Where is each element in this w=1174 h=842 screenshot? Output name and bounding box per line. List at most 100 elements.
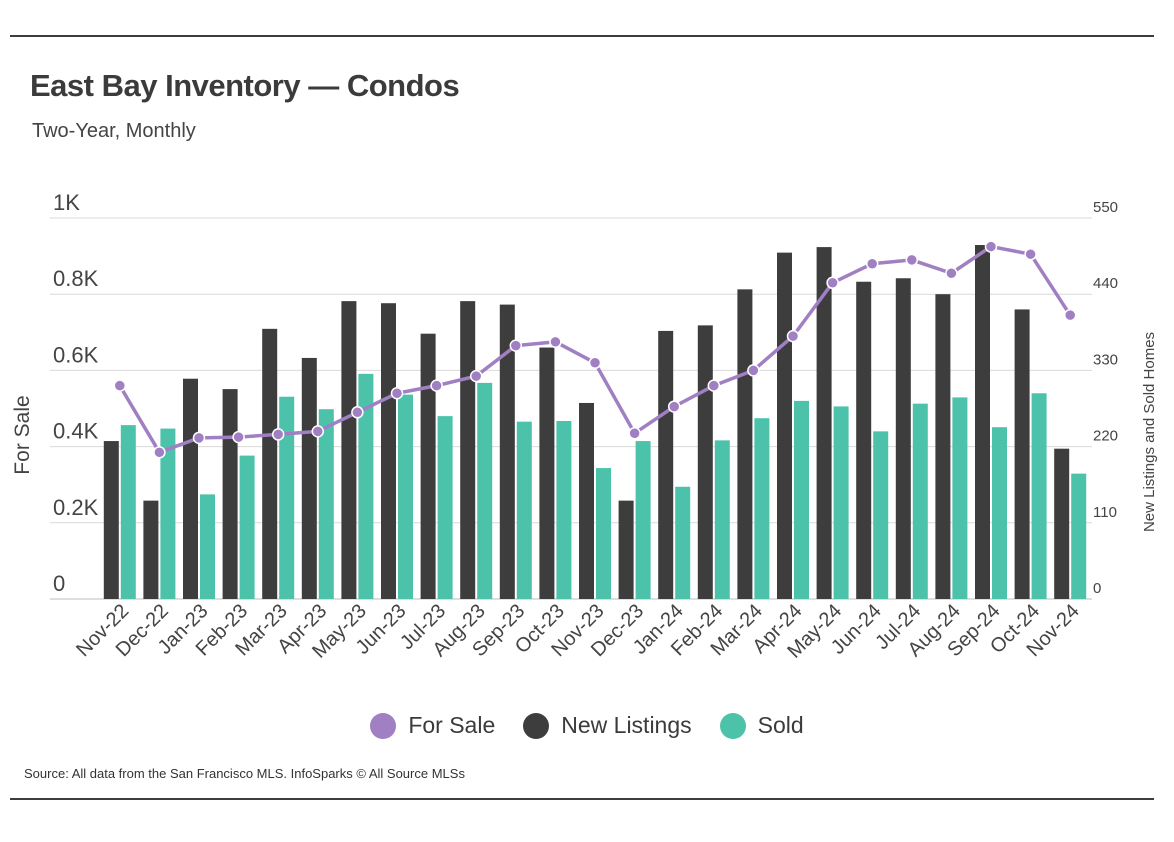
legend-swatch-sold <box>719 712 746 739</box>
bar-sold <box>675 486 691 599</box>
bar-new-listings <box>301 357 317 599</box>
bar-new-listings <box>1014 309 1030 599</box>
bar-sold <box>200 494 215 599</box>
right-tick-label: 110 <box>1093 504 1117 521</box>
for-sale-point <box>628 427 641 440</box>
for-sale-point <box>469 369 483 383</box>
legend-label-for-sale: For Sale <box>408 712 496 738</box>
bar-sold <box>437 416 453 599</box>
bar-sold <box>596 468 611 599</box>
bar-sold <box>1071 473 1087 599</box>
for-sale-point <box>232 430 245 444</box>
bar-new-listings <box>856 281 872 599</box>
legend-item-new-listings[interactable]: New Listings <box>523 712 692 739</box>
legend-label-sold: Sold <box>757 712 804 738</box>
for-sale-point <box>786 329 800 343</box>
bar-sold <box>398 394 413 599</box>
bar-sold <box>1031 393 1047 599</box>
bar-new-listings <box>103 441 119 599</box>
bar-sold <box>120 425 136 599</box>
left-tick-label: 0.2K <box>53 495 99 520</box>
bar-sold <box>912 403 928 599</box>
bar-new-listings <box>143 500 159 599</box>
bar-sold <box>318 409 334 599</box>
for-sale-point <box>747 364 760 377</box>
bar-new-listings <box>499 304 515 599</box>
legend-swatch-for-sale <box>370 712 397 739</box>
left-tick-label: 0.4K <box>53 419 99 444</box>
for-sale-point <box>905 253 919 267</box>
for-sale-point <box>311 425 325 438</box>
for-sale-point <box>707 379 721 392</box>
bar-sold <box>714 440 730 599</box>
chart-title: East Bay Inventory — Condos <box>30 68 460 103</box>
bar-sold <box>358 373 374 599</box>
for-sale-point <box>113 379 127 392</box>
bar-new-listings <box>420 333 436 599</box>
for-sale-point <box>865 257 879 270</box>
right-tick-label: 220 <box>1093 428 1118 445</box>
left-tick-label: 0.6K <box>53 342 99 367</box>
for-sale-point <box>509 339 523 352</box>
legend-swatch-new-listings <box>523 712 550 739</box>
for-sale-point <box>667 400 681 413</box>
bar-new-listings <box>816 247 832 599</box>
for-sale-point <box>945 266 958 280</box>
bar-new-listings <box>935 294 951 599</box>
for-sale-point <box>588 356 602 370</box>
for-sale-point <box>390 387 404 400</box>
bar-new-listings <box>381 303 396 599</box>
for-sale-point <box>1063 308 1077 322</box>
right-tick-label: 330 <box>1093 351 1118 368</box>
bar-new-listings <box>1054 448 1070 599</box>
bar-sold <box>992 427 1007 599</box>
legend-item-for-sale[interactable]: For Sale <box>370 712 495 739</box>
for-sale-point <box>430 379 443 392</box>
bar-new-listings <box>539 347 555 599</box>
for-sale-point <box>271 428 285 441</box>
bar-new-listings <box>579 402 594 599</box>
bar-sold <box>556 420 572 599</box>
bar-new-listings <box>895 278 911 599</box>
bar-sold <box>952 397 968 599</box>
bar-sold <box>635 441 651 599</box>
right-axis-title: New Listings and Sold Homes <box>1141 332 1158 532</box>
for-sale-point <box>826 276 839 290</box>
bar-new-listings <box>737 289 753 599</box>
left-tick-label: 0.8K <box>53 266 99 291</box>
bar-sold <box>794 400 809 599</box>
for-sale-point <box>351 406 364 419</box>
for-sale-point <box>984 240 998 253</box>
bar-new-listings <box>262 328 278 599</box>
bar-sold <box>477 382 493 599</box>
bar-new-listings <box>460 301 476 599</box>
top-rule <box>10 35 1154 37</box>
right-tick-label: 440 <box>1093 275 1118 292</box>
bar-sold <box>754 418 770 599</box>
bar-new-listings <box>975 245 990 599</box>
right-tick-label: 0 <box>1093 580 1101 597</box>
for-sale-point <box>1024 247 1037 261</box>
bar-new-listings <box>777 252 792 600</box>
for-sale-point <box>153 446 166 459</box>
bar-new-listings <box>222 389 238 599</box>
bar-new-listings <box>618 500 634 599</box>
bar-sold <box>239 455 255 599</box>
chart-legend: For Sale New Listings Sold <box>0 712 1174 739</box>
legend-item-sold[interactable]: Sold <box>719 712 804 739</box>
chart-subtitle: Two-Year, Monthly <box>32 120 196 142</box>
bar-new-listings <box>341 301 357 599</box>
bar-sold <box>833 406 849 599</box>
left-tick-label: 0 <box>53 571 65 596</box>
bar-sold <box>160 428 176 599</box>
for-sale-point <box>549 335 562 349</box>
left-axis-title: For Sale <box>11 395 34 474</box>
bar-sold <box>516 421 532 599</box>
source-note: Source: All data from the San Francisco … <box>24 766 465 781</box>
bar-new-listings <box>658 330 674 599</box>
bar-new-listings <box>697 325 713 599</box>
bar-new-listings <box>183 378 198 599</box>
legend-label-new-listings: New Listings <box>561 712 692 738</box>
bottom-rule <box>10 798 1154 800</box>
